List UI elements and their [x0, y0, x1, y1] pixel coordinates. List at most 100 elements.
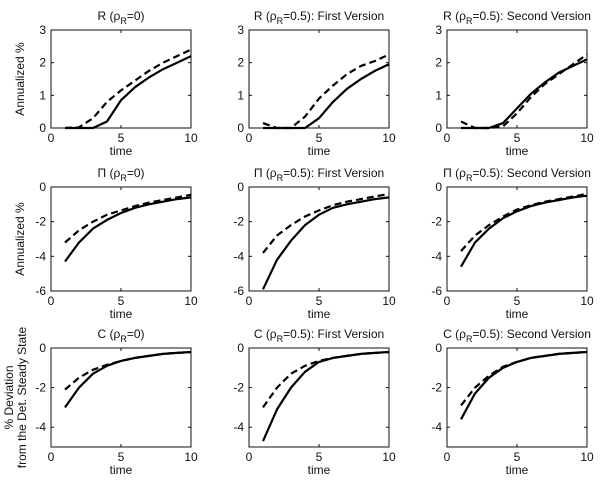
y-tick-label: 0	[39, 180, 46, 194]
subplot-title: C (ρR=0.5): First Version	[254, 327, 384, 344]
y-tick-label: -4	[233, 420, 244, 434]
x-tick-label: 10	[382, 131, 396, 145]
x-tick-label: 0	[48, 131, 55, 145]
title-text: =0)	[127, 166, 145, 180]
series-line-solid	[262, 196, 390, 290]
x-axis-label: time	[110, 144, 133, 158]
title-text: =0.5): First Version	[283, 327, 384, 341]
x-tick-label: 10	[184, 294, 198, 308]
x-tick-label: 5	[118, 131, 125, 145]
y-tick-label: 0	[435, 121, 442, 135]
y-axis-label: from the Det. Steady State	[15, 326, 29, 468]
series-line-solid	[461, 58, 588, 130]
x-tick-label: 0	[48, 450, 55, 464]
y-tick-label: -2	[35, 215, 46, 229]
subplot-title: Π (ρR=0.5): Second Version	[443, 166, 591, 183]
y-tick-label: 0	[237, 180, 244, 194]
x-tick-label: 10	[382, 294, 396, 308]
y-tick-label: 3	[237, 23, 244, 37]
title-text: =0.5): First Version	[283, 9, 384, 23]
x-axis-label: time	[506, 307, 529, 321]
title-text: =0.5): Second Version	[472, 327, 590, 341]
x-tick-label: 5	[118, 294, 125, 308]
y-axis-label: % Deviation	[2, 365, 16, 429]
y-tick-label: 0	[237, 121, 244, 135]
series-line-solid	[460, 194, 588, 268]
title-subscript: R	[120, 16, 127, 26]
y-tick-label: 3	[435, 23, 442, 37]
y-axis-label: Annualized %	[13, 202, 27, 276]
x-tick-label: 0	[246, 450, 253, 464]
x-axis-label: time	[308, 463, 331, 477]
x-tick-label: 10	[382, 450, 396, 464]
subplot-title: Π (ρR=0)	[97, 166, 144, 183]
series-line-dashed	[460, 350, 588, 407]
series-line-dashed	[262, 53, 390, 130]
x-tick-label: 0	[444, 131, 451, 145]
subplot-1: R (ρR=0) 0 5 10 0 1 2 3 time Annualized %	[13, 9, 198, 158]
y-tick-label: 1	[237, 88, 244, 102]
y-tick-label: 2	[237, 56, 244, 70]
subplot-title: C (ρR=0)	[97, 327, 144, 344]
axes-box	[50, 29, 192, 129]
y-tick-label: 2	[435, 56, 442, 70]
y-tick-label: -4	[431, 420, 442, 434]
title-text: C (ρ	[97, 327, 120, 341]
title-subscript: R	[466, 173, 473, 183]
y-tick-label: 0	[39, 121, 46, 135]
x-tick-label: 0	[48, 294, 55, 308]
x-tick-label: 10	[580, 294, 594, 308]
axes-box	[446, 186, 588, 292]
series-line-dashed	[460, 53, 588, 130]
y-tick-label: 3	[39, 23, 46, 37]
x-axis-label: time	[308, 144, 331, 158]
subplot-8: C (ρR=0.5): First Version 0 5 10 -4 -2 0 time	[233, 327, 396, 477]
title-text: C (ρ	[443, 327, 466, 341]
series-line-dashed	[262, 350, 390, 409]
x-axis-label: time	[110, 463, 133, 477]
y-tick-label: 1	[39, 88, 46, 102]
title-text: Π (ρ	[97, 166, 120, 180]
title-subscript: R	[466, 334, 473, 344]
series-line-dashed	[64, 193, 192, 244]
x-axis-label: time	[506, 144, 529, 158]
y-tick-label: -4	[233, 249, 244, 263]
title-subscript: R	[277, 173, 284, 183]
y-axis-label: Annualized %	[13, 42, 27, 116]
title-subscript: R	[120, 173, 127, 183]
x-tick-label: 5	[316, 294, 323, 308]
subplot-7: C (ρR=0) 0 5 10 -4 -2 0 time % Deviation from the…	[2, 326, 198, 477]
axes-box	[248, 29, 390, 129]
y-tick-label: -4	[35, 249, 46, 263]
y-tick-label: 2	[39, 56, 46, 70]
series-line-solid	[263, 63, 390, 130]
x-tick-label: 0	[246, 131, 253, 145]
title-subscript: R	[277, 334, 284, 344]
title-text: Π (ρ	[443, 166, 466, 180]
x-tick-label: 5	[316, 131, 323, 145]
title-text: Π (ρ	[254, 166, 277, 180]
subplot-4: Π (ρR=0) 0 5 10 -6 -4 -2 0 time Annualized %	[13, 166, 198, 321]
subplot-title: Π (ρR=0.5): First Version	[254, 166, 384, 183]
title-subscript: R	[277, 16, 284, 26]
series-line-dashed	[64, 350, 192, 391]
subplot-title: R (ρR=0.5): Second Version	[443, 9, 591, 26]
subplot-title: R (ρR=0)	[97, 9, 144, 26]
x-tick-label: 0	[246, 294, 253, 308]
subplot-title: R (ρR=0.5): First Version	[254, 9, 384, 26]
title-text: R (ρ	[443, 9, 466, 23]
subplot-title: C (ρR=0.5): Second Version	[443, 327, 591, 344]
x-tick-label: 5	[118, 450, 125, 464]
x-tick-label: 5	[514, 294, 521, 308]
x-tick-label: 5	[514, 131, 521, 145]
title-text: R (ρ	[97, 9, 120, 23]
title-subscript: R	[466, 16, 473, 26]
subplot-3: R (ρR=0.5): Second Version 0 5 10 0 1 2 3 time	[435, 9, 594, 158]
title-text: =0.5): Second Version	[472, 9, 590, 23]
series-line-solid	[460, 350, 588, 420]
x-axis-label: time	[110, 307, 133, 321]
subplot-5: Π (ρR=0.5): First Version 0 5 10 -6 -4 -2 0 time	[233, 166, 396, 321]
x-tick-label: 5	[514, 450, 521, 464]
